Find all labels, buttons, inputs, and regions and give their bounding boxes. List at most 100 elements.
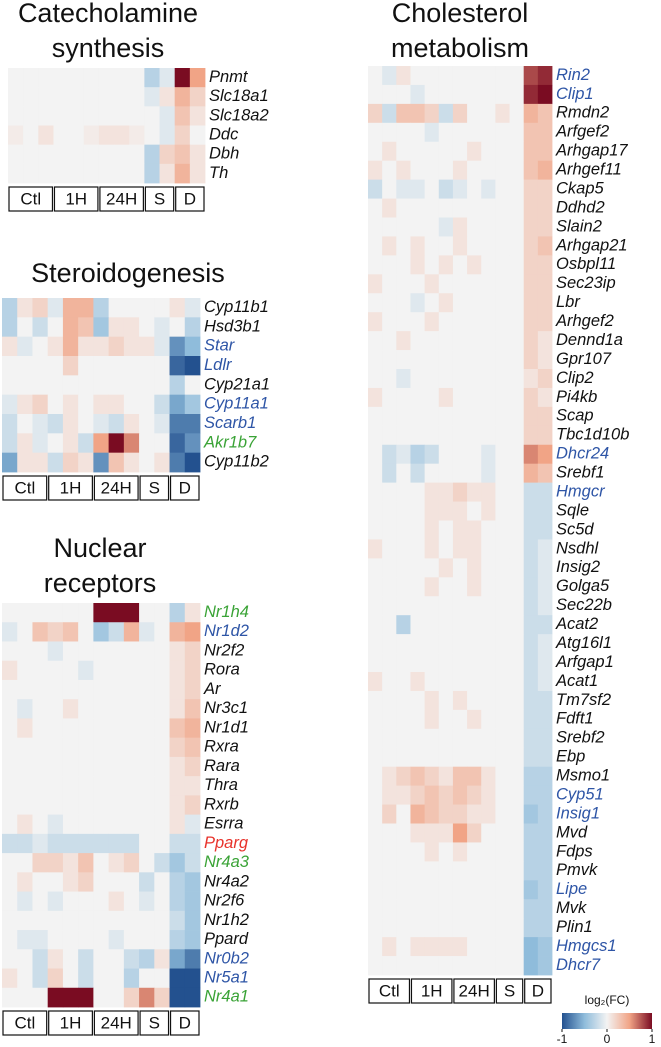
heatmap-cell [523, 103, 539, 124]
heatmap-cell [139, 679, 155, 700]
heatmap-cell [169, 949, 186, 969]
heatmap-cell [382, 747, 397, 768]
heatmap-cell [169, 891, 186, 912]
heatmap-cell [396, 66, 411, 86]
heatmap-cell [382, 482, 397, 502]
heatmap-cell [481, 728, 496, 749]
heatmap-cell [537, 425, 553, 446]
group-box [410, 978, 453, 1004]
heatmap-cell [410, 918, 426, 938]
heatmap-cell [523, 255, 539, 275]
heatmap-cell [139, 317, 155, 338]
heatmap-cell [438, 350, 454, 370]
heatmap-cell [368, 520, 383, 540]
heatmap-cell [424, 179, 440, 199]
heatmap-cell [481, 766, 496, 787]
heatmap-cell [396, 141, 411, 162]
heatmap-cell [467, 122, 482, 143]
heatmap-cell [509, 198, 525, 218]
group-label: Ctl [379, 981, 400, 1000]
heatmap-cell [537, 577, 553, 597]
row-label: Nr4a1 [204, 988, 249, 1006]
heatmap-cell [17, 336, 33, 357]
row-label: Hsd3b1 [204, 317, 261, 335]
heatmap-cell [509, 918, 525, 938]
heatmap-cell [537, 842, 553, 862]
heatmap-cell [62, 433, 79, 454]
heatmap-cell [189, 163, 206, 184]
group-box [139, 475, 170, 501]
heatmap-cell [2, 603, 18, 623]
heatmap-cell [368, 558, 383, 578]
heatmap-cell [410, 501, 426, 521]
heatmap-cell [396, 899, 411, 919]
heatmap-cell [410, 520, 426, 540]
heatmap-cell [410, 198, 426, 218]
row-label: Cyp11b2 [204, 453, 269, 471]
heatmap-cell [93, 622, 110, 642]
heatmap-cell [495, 103, 510, 124]
heatmap-cell [368, 880, 383, 900]
row-label: Pi4kb [556, 388, 597, 406]
heatmap-cell [382, 596, 397, 616]
group-label: Ctl [20, 189, 41, 208]
heatmap-cell [368, 369, 383, 389]
heatmap-cell [523, 596, 539, 616]
heatmap-cell [368, 785, 383, 805]
row-label: Akr1b7 [203, 433, 257, 451]
heatmap-cell [108, 891, 125, 912]
heatmap-cell [53, 163, 70, 184]
heatmap-cell [123, 737, 140, 758]
heatmap-cell [169, 968, 186, 989]
heatmap-cell [32, 679, 49, 700]
row-label: Fdft1 [556, 710, 594, 728]
heatmap-cell [396, 937, 411, 957]
heatmap-cell [47, 356, 64, 376]
heatmap-cell [467, 198, 482, 218]
group-label: 24H [459, 981, 490, 1000]
heatmap-cell [438, 482, 454, 502]
heatmap-cell [47, 660, 64, 681]
heatmap-cell [467, 312, 482, 332]
heatmap-cell [410, 899, 426, 919]
heatmap-cell [129, 163, 145, 184]
heatmap-cell [154, 433, 170, 454]
row-label: Nr1d1 [204, 718, 249, 736]
heatmap-cell [62, 814, 79, 835]
heatmap-cell [523, 672, 539, 692]
heatmap-cell [509, 861, 525, 881]
heatmap-cell [62, 660, 79, 681]
heatmap-cell [139, 660, 155, 681]
heatmap-cell [495, 842, 510, 862]
heatmap-cell [47, 317, 64, 338]
heatmap-cell [438, 956, 454, 976]
heatmap-cell [410, 672, 426, 692]
heatmap-cell [382, 312, 397, 332]
heatmap-cell [62, 930, 79, 950]
heatmap-cell [452, 899, 468, 919]
heatmap-cell [424, 539, 440, 559]
heatmap-cell [53, 68, 70, 88]
heatmap-cell [509, 766, 525, 787]
heatmap-cell [139, 987, 155, 1008]
heatmap-cell [47, 394, 64, 415]
heatmap-cell [108, 987, 125, 1008]
heatmap-cell [467, 66, 482, 86]
heatmap-cell [452, 274, 468, 294]
heatmap-cell [93, 699, 110, 719]
heatmap-cell [396, 444, 411, 465]
row-label: Rin2 [556, 66, 590, 84]
heatmap-cell [139, 814, 155, 835]
heatmap-cell [368, 331, 383, 351]
heatmap-cell [139, 872, 155, 892]
heatmap-cell [481, 823, 496, 843]
heatmap-cell [93, 795, 110, 816]
heatmap-cell [467, 236, 482, 256]
heatmap-cell [467, 406, 482, 427]
heatmap-cell [467, 899, 482, 919]
heatmap-cell [47, 737, 64, 758]
heatmap-cell [184, 833, 201, 854]
heatmap-cell [438, 217, 454, 237]
heatmap-cell [396, 823, 411, 843]
heatmap-cell [495, 160, 510, 181]
